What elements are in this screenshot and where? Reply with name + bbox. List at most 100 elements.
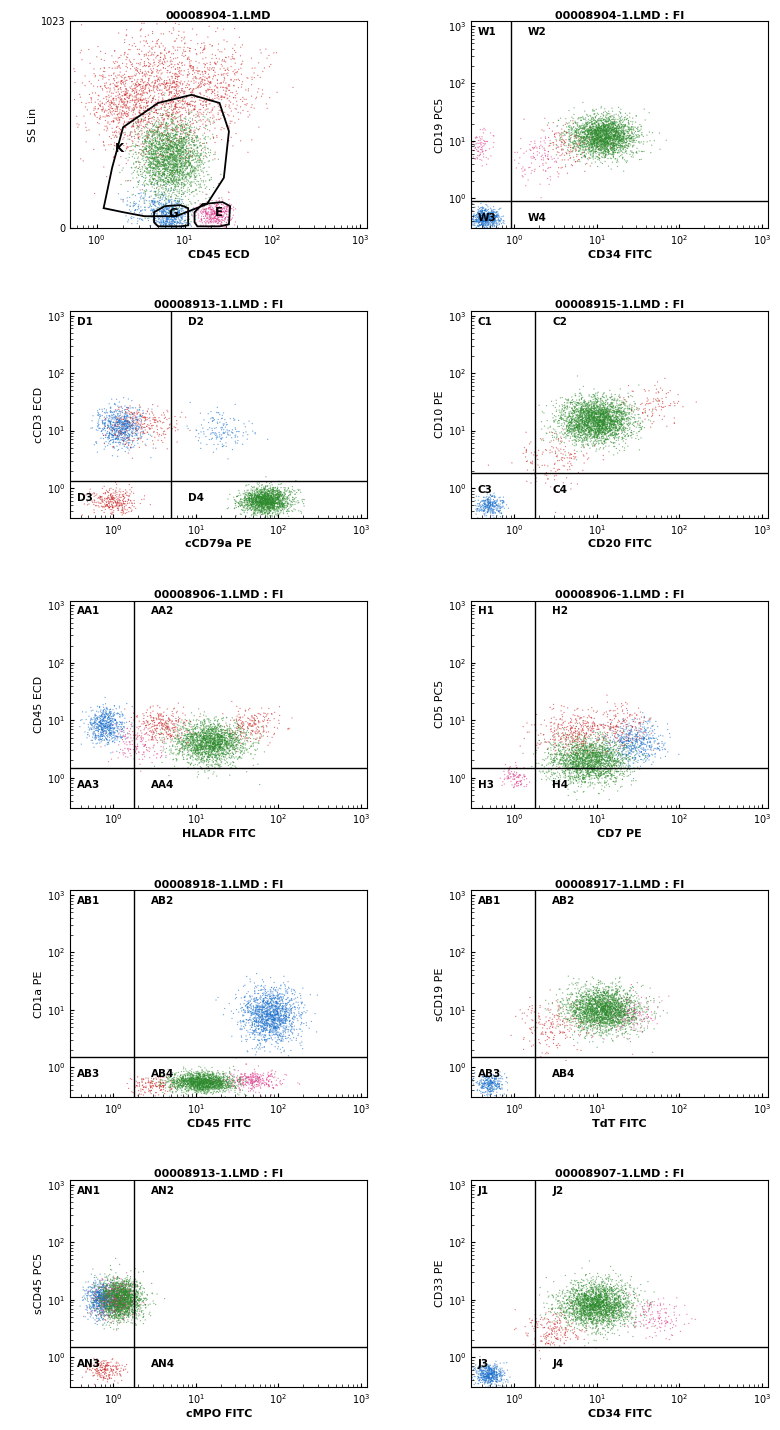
Point: [239, 483, 252, 506]
Point: [554, 1278, 566, 1301]
Point: [557, 746, 569, 769]
Point: [609, 741, 622, 764]
Point: [577, 130, 590, 153]
Point: [617, 1288, 629, 1311]
Point: [199, 726, 211, 749]
Point: [208, 739, 221, 762]
Point: [601, 1300, 614, 1323]
Point: [598, 392, 611, 415]
Point: [593, 995, 605, 1018]
Point: [570, 416, 583, 439]
Point: [123, 1268, 136, 1291]
Point: [165, 146, 177, 169]
Point: [569, 1287, 582, 1310]
Point: [557, 1318, 569, 1341]
Point: [586, 716, 598, 739]
Point: [529, 1314, 541, 1337]
Point: [629, 1314, 642, 1337]
Point: [609, 114, 622, 137]
Point: [193, 736, 205, 759]
Point: [474, 209, 487, 232]
Point: [161, 207, 173, 230]
Point: [578, 410, 590, 433]
Point: [578, 1288, 590, 1311]
Point: [232, 1074, 244, 1097]
Point: [94, 1284, 106, 1307]
Point: [96, 1300, 108, 1323]
Point: [100, 1300, 112, 1323]
Point: [222, 46, 235, 69]
Point: [492, 1065, 505, 1088]
Point: [471, 126, 484, 149]
Point: [169, 160, 182, 183]
Point: [478, 207, 491, 230]
Point: [220, 197, 232, 220]
Point: [184, 725, 197, 748]
Point: [179, 202, 191, 225]
Point: [621, 120, 633, 143]
Point: [613, 1000, 626, 1022]
Point: [114, 1288, 126, 1311]
Point: [558, 1290, 570, 1313]
Point: [178, 154, 190, 177]
Point: [576, 751, 588, 774]
Point: [213, 1068, 225, 1091]
Point: [569, 752, 582, 775]
Point: [119, 409, 132, 432]
Point: [122, 210, 134, 233]
Point: [181, 123, 193, 146]
Point: [248, 1010, 261, 1032]
Point: [119, 103, 132, 126]
Point: [587, 430, 600, 453]
Point: [200, 739, 213, 762]
Point: [98, 1283, 110, 1306]
Point: [592, 991, 604, 1014]
Point: [263, 1027, 275, 1050]
Point: [206, 735, 218, 758]
Point: [248, 1010, 261, 1032]
Point: [484, 1070, 496, 1093]
Point: [143, 142, 155, 164]
Point: [119, 409, 131, 432]
Point: [604, 113, 616, 136]
Point: [578, 129, 590, 152]
Point: [484, 210, 496, 233]
Point: [480, 210, 492, 233]
Point: [254, 483, 266, 506]
Point: [196, 69, 208, 92]
Point: [488, 482, 500, 505]
Point: [187, 1068, 200, 1091]
Point: [581, 711, 594, 734]
Point: [595, 107, 608, 130]
Point: [218, 86, 231, 109]
Point: [264, 492, 277, 515]
Point: [248, 492, 261, 515]
Point: [105, 1274, 118, 1297]
Point: [627, 736, 640, 759]
Point: [167, 132, 179, 154]
Point: [612, 402, 625, 425]
Point: [601, 1004, 613, 1027]
Point: [153, 156, 165, 179]
Point: [530, 739, 543, 762]
Point: [609, 122, 622, 144]
Point: [475, 1070, 488, 1093]
Point: [567, 405, 580, 428]
Point: [590, 1296, 602, 1318]
Point: [264, 1005, 276, 1028]
Point: [604, 998, 617, 1021]
Point: [122, 429, 135, 452]
Point: [212, 725, 225, 748]
Point: [485, 1071, 498, 1094]
Point: [278, 496, 290, 519]
Point: [117, 485, 129, 508]
Point: [164, 153, 176, 176]
Point: [597, 1303, 610, 1326]
Point: [180, 152, 193, 174]
Point: [94, 1286, 107, 1308]
Point: [176, 213, 188, 236]
Point: [600, 416, 612, 439]
Point: [159, 203, 172, 226]
Point: [601, 119, 613, 142]
Point: [572, 124, 584, 147]
